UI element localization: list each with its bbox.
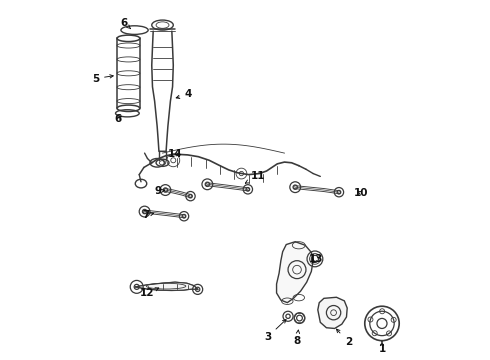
Text: 9: 9 [155,186,165,197]
Text: 5: 5 [92,73,113,84]
Text: 7: 7 [143,210,154,220]
Text: 11: 11 [245,171,266,183]
Text: 8: 8 [294,330,301,346]
Text: 6: 6 [121,18,131,29]
Text: 14: 14 [168,149,182,159]
Text: 2: 2 [337,329,352,347]
Text: 3: 3 [264,320,286,342]
Polygon shape [318,297,347,328]
Text: 13: 13 [309,254,323,264]
Text: 12: 12 [140,288,159,298]
Text: 6: 6 [115,114,122,124]
Polygon shape [276,242,313,303]
Text: 1: 1 [378,342,386,354]
Polygon shape [136,282,197,291]
Text: 10: 10 [354,188,368,198]
Text: 4: 4 [176,89,192,99]
